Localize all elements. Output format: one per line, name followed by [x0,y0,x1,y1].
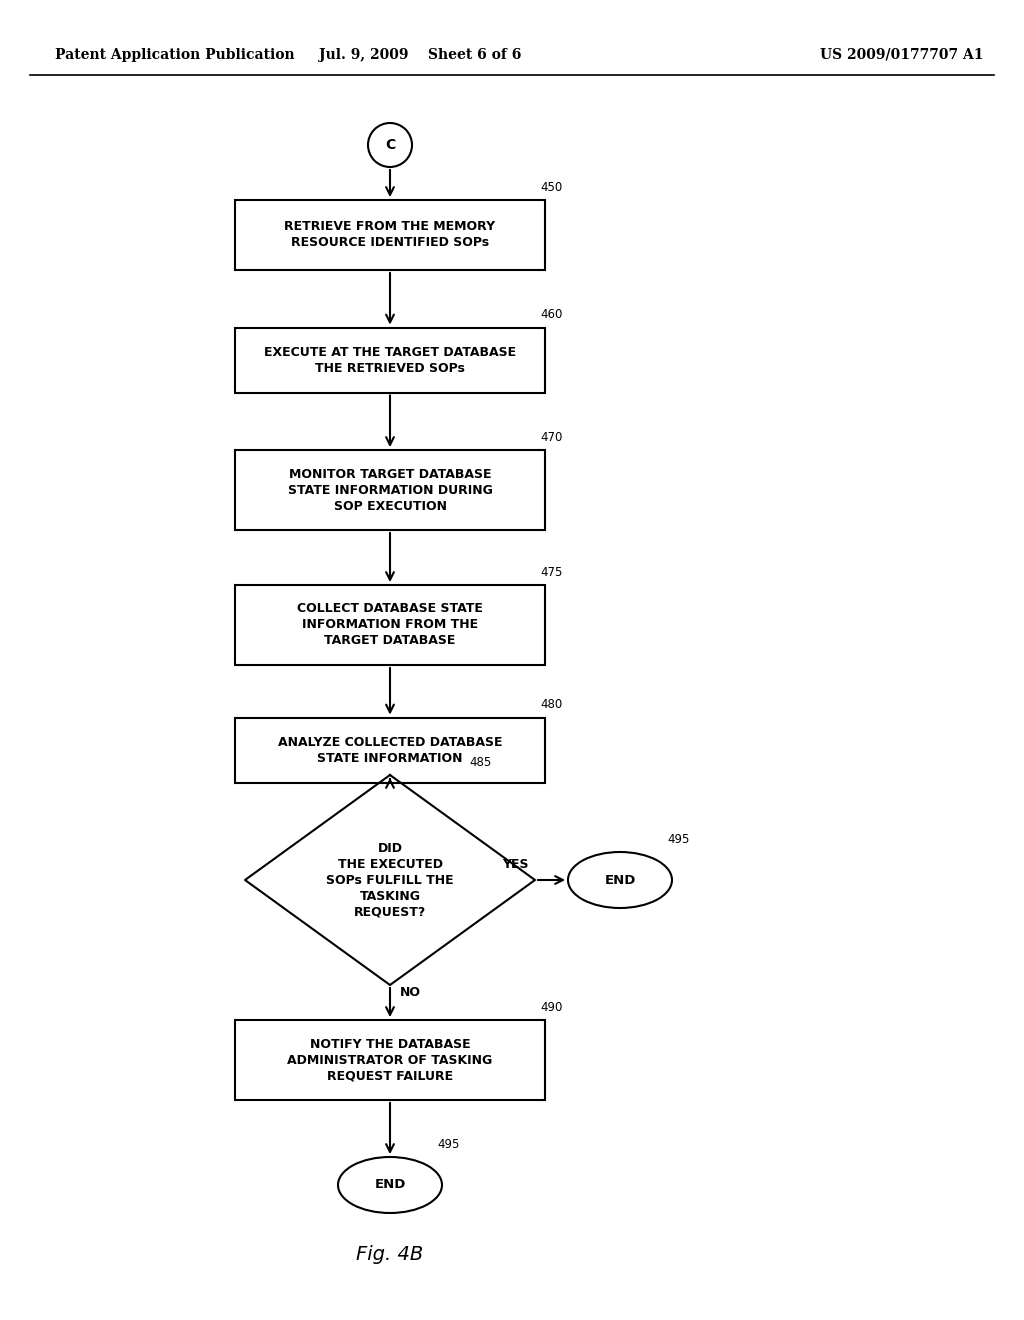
Text: 460: 460 [540,309,562,322]
Circle shape [368,123,412,168]
Text: NO: NO [400,986,421,999]
Text: 450: 450 [540,181,562,194]
Text: C: C [385,139,395,152]
Text: 490: 490 [540,1001,562,1014]
Text: 470: 470 [540,432,562,444]
Text: Fig. 4B: Fig. 4B [356,1246,424,1265]
Text: END: END [604,874,636,887]
FancyBboxPatch shape [234,718,545,783]
Text: 480: 480 [540,698,562,711]
FancyBboxPatch shape [234,585,545,665]
FancyBboxPatch shape [234,450,545,531]
Text: EXECUTE AT THE TARGET DATABASE
THE RETRIEVED SOPs: EXECUTE AT THE TARGET DATABASE THE RETRI… [264,346,516,375]
Text: RETRIEVE FROM THE MEMORY
RESOURCE IDENTIFIED SOPs: RETRIEVE FROM THE MEMORY RESOURCE IDENTI… [285,220,496,249]
Text: 485: 485 [470,756,492,770]
Text: 495: 495 [437,1138,460,1151]
Ellipse shape [568,851,672,908]
FancyBboxPatch shape [234,1020,545,1100]
Text: Jul. 9, 2009    Sheet 6 of 6: Jul. 9, 2009 Sheet 6 of 6 [318,48,521,62]
Text: END: END [375,1179,406,1192]
Text: 495: 495 [667,833,689,846]
Text: 475: 475 [540,566,562,579]
Text: ANALYZE COLLECTED DATABASE
STATE INFORMATION: ANALYZE COLLECTED DATABASE STATE INFORMA… [278,735,502,764]
Ellipse shape [338,1158,442,1213]
Text: DID
THE EXECUTED
SOPs FULFILL THE
TASKING
REQUEST?: DID THE EXECUTED SOPs FULFILL THE TASKIN… [327,842,454,919]
Text: Patent Application Publication: Patent Application Publication [55,48,295,62]
FancyBboxPatch shape [234,201,545,271]
Text: MONITOR TARGET DATABASE
STATE INFORMATION DURING
SOP EXECUTION: MONITOR TARGET DATABASE STATE INFORMATIO… [288,467,493,512]
Text: NOTIFY THE DATABASE
ADMINISTRATOR OF TASKING
REQUEST FAILURE: NOTIFY THE DATABASE ADMINISTRATOR OF TAS… [288,1038,493,1082]
Text: US 2009/0177707 A1: US 2009/0177707 A1 [820,48,983,62]
Polygon shape [245,775,535,985]
Text: COLLECT DATABASE STATE
INFORMATION FROM THE
TARGET DATABASE: COLLECT DATABASE STATE INFORMATION FROM … [297,602,483,648]
FancyBboxPatch shape [234,327,545,392]
Text: YES: YES [502,858,528,871]
